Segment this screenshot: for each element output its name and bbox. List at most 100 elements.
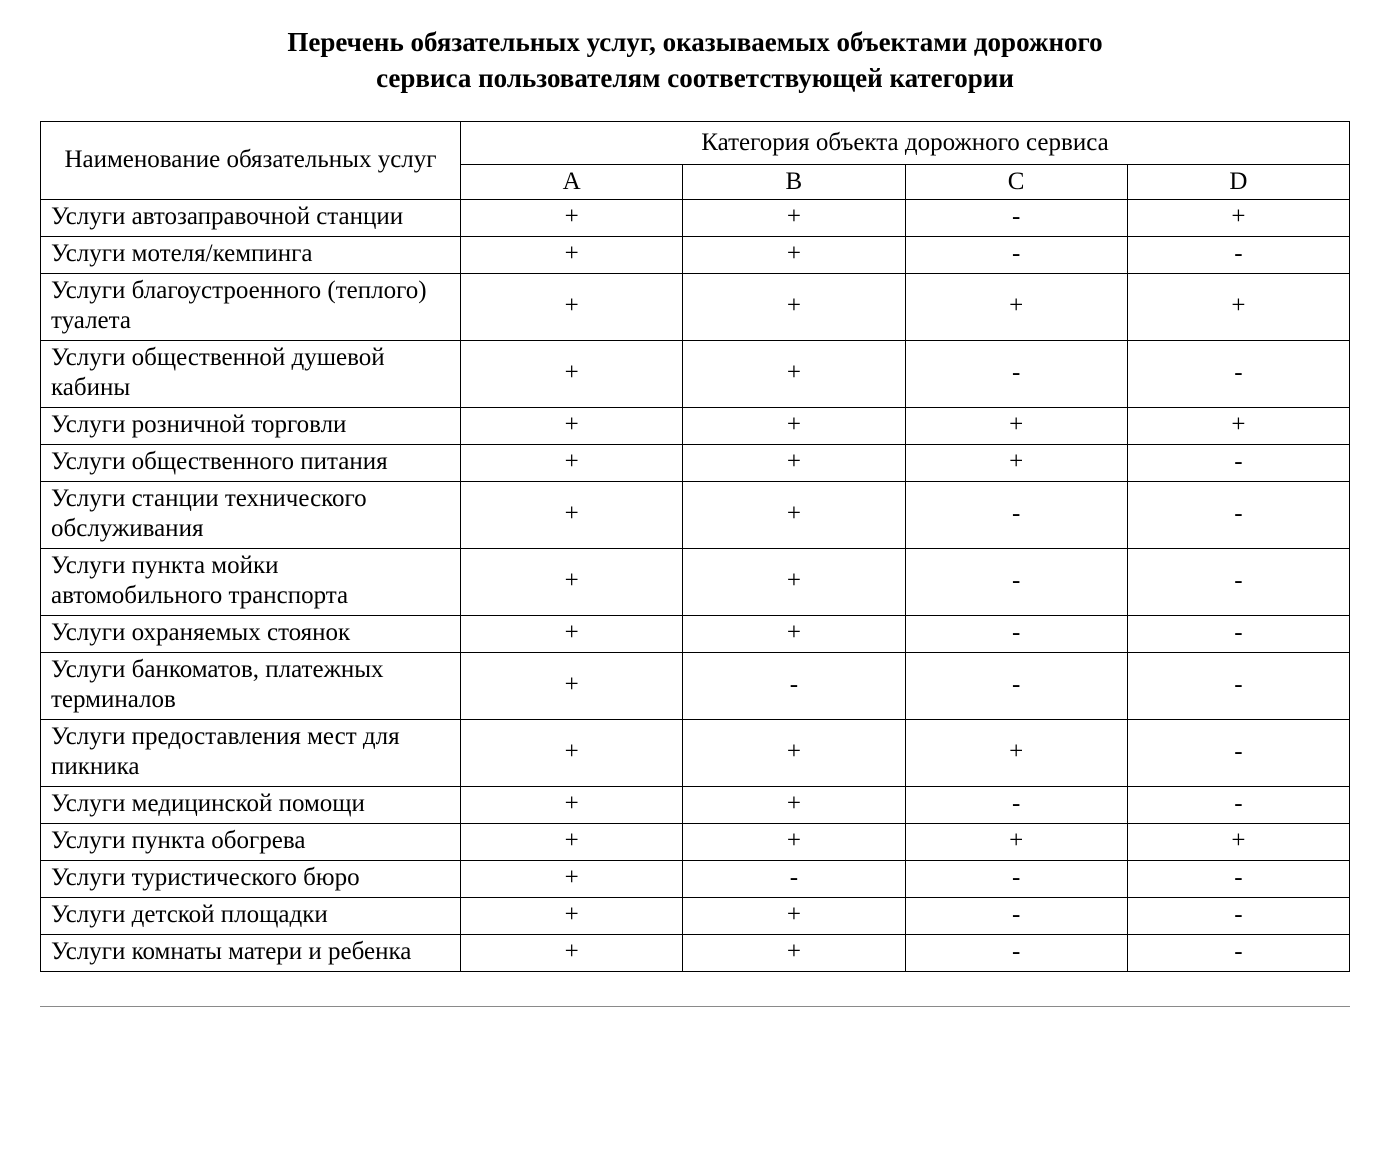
service-name: Услуги охраняемых стоянок <box>41 615 461 652</box>
cell-a: + <box>461 236 683 273</box>
table-row: Услуги пункта мойки автомобильного транс… <box>41 548 1350 615</box>
page: Перечень обязательных услуг, оказываемых… <box>40 24 1350 1007</box>
cell-c: - <box>905 340 1127 407</box>
service-name: Услуги станции технического обслуживания <box>41 481 461 548</box>
table-head: Наименование обязательных услуг Категори… <box>41 121 1350 199</box>
cell-d: + <box>1127 823 1349 860</box>
service-name: Услуги общественной душевой кабины <box>41 340 461 407</box>
cell-d: + <box>1127 407 1349 444</box>
cell-a: + <box>461 786 683 823</box>
cell-c: - <box>905 652 1127 719</box>
cell-b: - <box>683 652 905 719</box>
table-row: Услуги пункта обогрева++++ <box>41 823 1350 860</box>
table-row: Услуги розничной торговли++++ <box>41 407 1350 444</box>
cell-a: + <box>461 934 683 971</box>
table-body: Услуги автозаправочной станции++-+Услуги… <box>41 199 1350 971</box>
cell-a: + <box>461 199 683 236</box>
cell-b: + <box>683 786 905 823</box>
cell-b: + <box>683 823 905 860</box>
bottom-rule <box>40 1006 1350 1007</box>
service-name: Услуги розничной торговли <box>41 407 461 444</box>
cell-b: + <box>683 934 905 971</box>
cell-d: - <box>1127 897 1349 934</box>
cell-a: + <box>461 719 683 786</box>
cell-d: - <box>1127 340 1349 407</box>
service-name: Услуги благоустроенного (теплого) туалет… <box>41 273 461 340</box>
table-row: Услуги благоустроенного (теплого) туалет… <box>41 273 1350 340</box>
cell-a: + <box>461 548 683 615</box>
cell-c: - <box>905 615 1127 652</box>
cell-c: - <box>905 481 1127 548</box>
cell-c: - <box>905 236 1127 273</box>
header-category-group: Категория объекта дорожного сервиса <box>461 121 1350 164</box>
cell-b: + <box>683 199 905 236</box>
cell-c: - <box>905 199 1127 236</box>
table-row: Услуги автозаправочной станции++-+ <box>41 199 1350 236</box>
cell-a: + <box>461 481 683 548</box>
cell-a: + <box>461 860 683 897</box>
cell-a: + <box>461 823 683 860</box>
table-row: Услуги банкоматов, платежных терминалов+… <box>41 652 1350 719</box>
header-cat-b: B <box>683 164 905 199</box>
table-row: Услуги станции технического обслуживания… <box>41 481 1350 548</box>
cell-a: + <box>461 340 683 407</box>
cell-b: + <box>683 407 905 444</box>
service-name: Услуги общественного питания <box>41 444 461 481</box>
cell-d: - <box>1127 934 1349 971</box>
cell-d: - <box>1127 615 1349 652</box>
table-row: Услуги общественного питания+++- <box>41 444 1350 481</box>
cell-b: + <box>683 236 905 273</box>
header-name: Наименование обязательных услуг <box>41 121 461 199</box>
cell-c: + <box>905 273 1127 340</box>
cell-b: + <box>683 897 905 934</box>
table-row: Услуги предоставления мест для пикника++… <box>41 719 1350 786</box>
service-name: Услуги пункта мойки автомобильного транс… <box>41 548 461 615</box>
service-name: Услуги медицинской помощи <box>41 786 461 823</box>
service-name: Услуги банкоматов, платежных терминалов <box>41 652 461 719</box>
service-name: Услуги туристического бюро <box>41 860 461 897</box>
header-cat-d: D <box>1127 164 1349 199</box>
cell-c: + <box>905 823 1127 860</box>
service-name: Услуги пункта обогрева <box>41 823 461 860</box>
service-name: Услуги предоставления мест для пикника <box>41 719 461 786</box>
cell-a: + <box>461 897 683 934</box>
cell-b: + <box>683 340 905 407</box>
cell-c: + <box>905 444 1127 481</box>
table-row: Услуги медицинской помощи++-- <box>41 786 1350 823</box>
cell-c: - <box>905 897 1127 934</box>
cell-d: + <box>1127 273 1349 340</box>
service-name: Услуги комнаты матери и ребенка <box>41 934 461 971</box>
cell-d: - <box>1127 444 1349 481</box>
cell-d: - <box>1127 548 1349 615</box>
cell-a: + <box>461 444 683 481</box>
table-row: Услуги туристического бюро+--- <box>41 860 1350 897</box>
cell-b: - <box>683 860 905 897</box>
table-row: Услуги мотеля/кемпинга++-- <box>41 236 1350 273</box>
cell-c: - <box>905 786 1127 823</box>
cell-d: - <box>1127 481 1349 548</box>
title-line-2: сервиса пользователям соответствующей ка… <box>376 63 1014 93</box>
cell-b: + <box>683 481 905 548</box>
cell-b: + <box>683 719 905 786</box>
table-row: Услуги охраняемых стоянок++-- <box>41 615 1350 652</box>
cell-d: - <box>1127 719 1349 786</box>
cell-b: + <box>683 548 905 615</box>
cell-c: - <box>905 860 1127 897</box>
table-row: Услуги комнаты матери и ребенка++-- <box>41 934 1350 971</box>
cell-b: + <box>683 273 905 340</box>
cell-c: - <box>905 548 1127 615</box>
cell-d: + <box>1127 199 1349 236</box>
cell-a: + <box>461 615 683 652</box>
cell-a: + <box>461 273 683 340</box>
table-row: Услуги общественной душевой кабины++-- <box>41 340 1350 407</box>
cell-d: - <box>1127 786 1349 823</box>
cell-d: - <box>1127 652 1349 719</box>
cell-a: + <box>461 407 683 444</box>
table-row: Услуги детской площадки++-- <box>41 897 1350 934</box>
cell-d: - <box>1127 236 1349 273</box>
services-table: Наименование обязательных услуг Категори… <box>40 121 1350 972</box>
service-name: Услуги детской площадки <box>41 897 461 934</box>
cell-c: - <box>905 934 1127 971</box>
service-name: Услуги автозаправочной станции <box>41 199 461 236</box>
title-line-1: Перечень обязательных услуг, оказываемых… <box>287 27 1102 57</box>
